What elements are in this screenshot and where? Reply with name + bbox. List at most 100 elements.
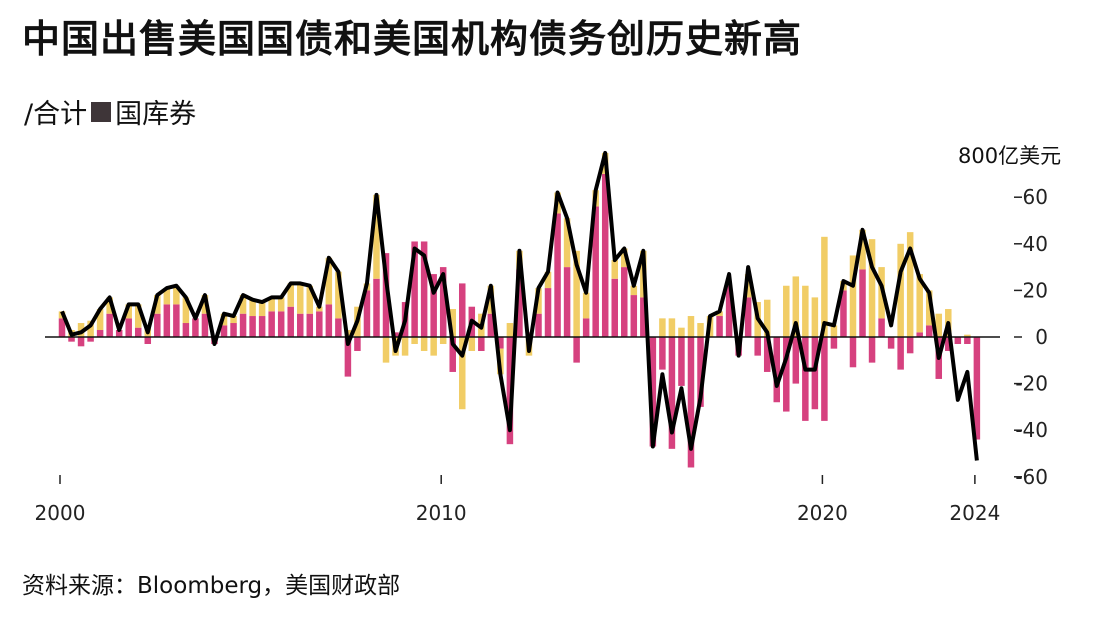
treasury-bar (163, 304, 171, 337)
treasury-bar (640, 297, 647, 337)
treasury-bar (316, 311, 323, 337)
x-tick-label: 2024 (949, 501, 1000, 525)
agency-bar (964, 334, 971, 337)
agency-bar (96, 309, 104, 331)
y-tick-label: 40 (1023, 232, 1048, 256)
treasury-bar (535, 313, 542, 337)
treasury-bar (897, 337, 904, 370)
agency-bar (697, 323, 704, 337)
treasury-bar (497, 337, 504, 349)
agency-bar (382, 337, 390, 363)
treasury-bar (563, 267, 571, 337)
treasury-bar (115, 330, 123, 337)
agency-bar (306, 285, 314, 314)
treasury-bar (77, 337, 85, 347)
agency-bar (316, 306, 323, 312)
agency-bar (420, 337, 428, 351)
treasury-bar (973, 337, 981, 440)
treasury-bar (964, 337, 971, 344)
treasury-bar (459, 283, 466, 337)
agency-bar (249, 299, 256, 317)
treasury-bar (716, 316, 723, 337)
treasury-bar (392, 332, 399, 337)
agency-bar (239, 295, 247, 314)
treasury-bar (868, 337, 876, 363)
treasury-bar (201, 313, 209, 337)
legend: /合计 国库券 (24, 92, 196, 131)
total-line (60, 150, 979, 461)
agency-bar (611, 260, 618, 279)
treasury-bar (621, 267, 628, 337)
agency-bar (439, 337, 447, 344)
agency-bar (563, 218, 571, 268)
treasury-bar (58, 318, 66, 337)
treasury-bar (830, 337, 838, 349)
treasury-bar (802, 337, 809, 421)
agency-bar (268, 297, 275, 312)
treasury-bar (230, 323, 237, 337)
treasury-bar (773, 337, 780, 403)
legend-total-label: /合计 (24, 99, 88, 130)
agency-bar (925, 290, 933, 326)
agency-bar (506, 323, 514, 337)
agency-bar (449, 309, 456, 337)
treasury-bar (125, 318, 132, 337)
treasury-bar (173, 304, 180, 337)
treasury-bar (487, 313, 495, 337)
agency-bar (668, 318, 676, 337)
agency-bar (582, 292, 590, 319)
treasury-bar (678, 337, 685, 386)
x-tick-label: 2020 (797, 501, 848, 525)
treasury-bar (325, 304, 333, 337)
treasury-bar (287, 306, 294, 337)
treasury-bar (87, 337, 94, 342)
chart-title: 中国出售美国国债和美国机构债务创历史新高 (22, 17, 803, 61)
treasury-bar (544, 288, 552, 337)
legend-treasury-label: 国库券 (115, 99, 197, 130)
agency-bar (859, 229, 866, 270)
agency-bar (430, 337, 437, 356)
treasury-bar (783, 337, 790, 412)
agency-bar (230, 316, 237, 324)
agency-bar (277, 297, 285, 312)
agency-bar (630, 285, 638, 296)
treasury-bar (887, 337, 895, 349)
y-tick-label: -60 (1015, 465, 1048, 489)
agency-bar (687, 316, 695, 337)
agency-bar (373, 194, 380, 279)
agency-bar (830, 325, 838, 337)
agency-bar (621, 248, 628, 268)
treasury-bar (297, 313, 304, 337)
y-tick-label: -20 (1015, 372, 1048, 396)
treasury-bar (945, 337, 952, 351)
treasury-bar (220, 325, 228, 337)
agency-bar (763, 299, 771, 337)
agency-bar (459, 337, 466, 410)
treasury-bar (192, 318, 199, 337)
treasury-bar (478, 337, 485, 351)
agency-bar (258, 302, 266, 317)
treasury-bar (430, 274, 437, 337)
y-tick-label: 60 (1023, 185, 1048, 209)
treasury-bar (344, 337, 352, 377)
treasury-bar (506, 337, 514, 445)
agency-bar (811, 297, 819, 337)
y-tick-label: -40 (1015, 418, 1048, 442)
agency-bar (106, 297, 113, 314)
treasury-bar (744, 297, 752, 337)
x-tick-label: 2010 (416, 501, 467, 525)
treasury-bar (811, 337, 819, 410)
agency-bar (163, 288, 171, 305)
treasury-bar (754, 337, 761, 356)
y-axis-unit: 800亿美元 (958, 144, 1062, 168)
agency-bar (849, 255, 857, 337)
agency-bar (411, 337, 418, 344)
treasury-bar (592, 206, 599, 337)
agency-bar (297, 283, 304, 314)
treasury-bar (516, 269, 523, 337)
legend-treasury-swatch (91, 101, 112, 122)
agency-bar (125, 304, 132, 319)
treasury-bar (277, 311, 285, 337)
treasury-bar (649, 337, 657, 447)
